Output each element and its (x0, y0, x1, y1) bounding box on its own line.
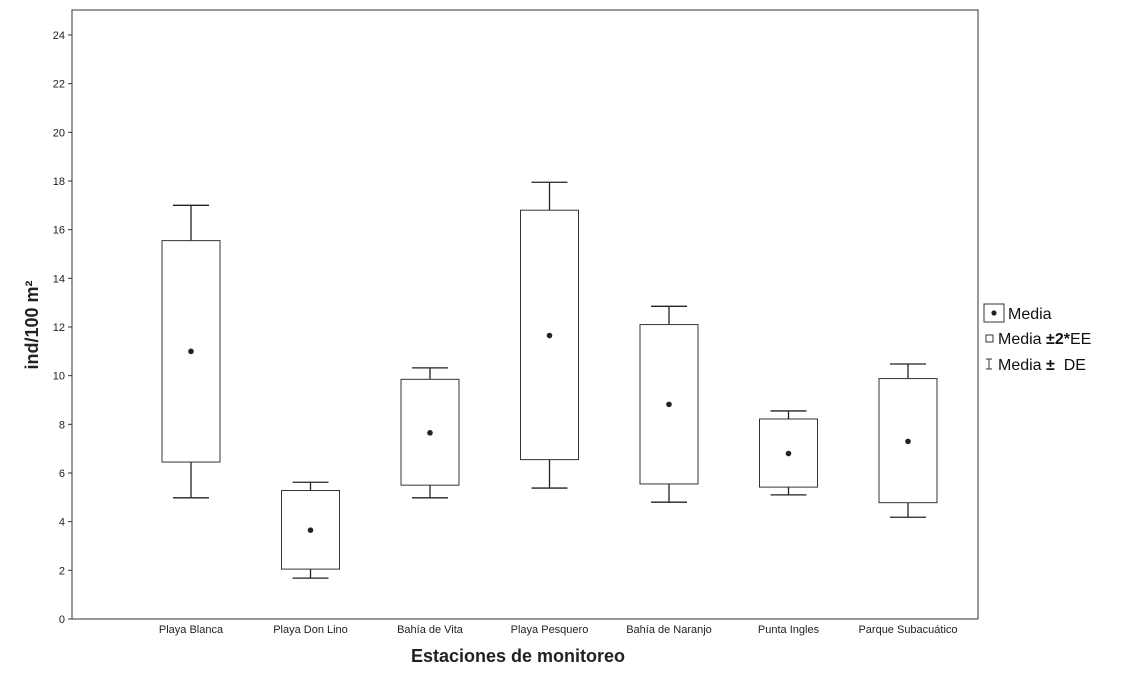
legend-whisker-label: Media ± DE (998, 357, 1086, 374)
legend-box-symbol (985, 334, 994, 343)
x-tick-label: Parque Subacuático (858, 624, 957, 636)
y-tick-label: 0 (59, 614, 65, 626)
x-axis-title: Estaciones de monitoreo (411, 646, 625, 666)
box-group (161, 204, 221, 499)
x-tick-label: Playa Pesquero (511, 624, 589, 636)
x-tick-label: Bahía de Vita (397, 624, 464, 636)
x-tick-label: Punta Ingles (758, 624, 820, 636)
mean-point (785, 450, 792, 457)
box-group (400, 367, 460, 499)
x-tick-label: Playa Don Lino (273, 624, 348, 636)
box-group (281, 481, 340, 579)
y-tick-label: 22 (53, 79, 65, 91)
y-tick-label: 10 (53, 371, 65, 383)
x-tick-label: Playa Blanca (159, 624, 224, 636)
mean-point (666, 401, 672, 408)
y-tick-label: 8 (59, 419, 65, 431)
y-tick-label: 4 (59, 517, 65, 529)
box-group (520, 181, 579, 489)
y-tick-label: 14 (53, 273, 65, 285)
mean-point (546, 332, 553, 339)
legend-whisker-label-prefix: Media (998, 357, 1046, 374)
y-tick-label: 12 (53, 322, 65, 334)
mean-point (188, 348, 194, 355)
box-group (759, 410, 818, 496)
legend-box-label: Media ±2*EE (998, 331, 1091, 348)
legend-whisker-symbol (986, 358, 992, 370)
legend-whisker-label-suffix: DE (1055, 357, 1086, 374)
y-tick-label: 24 (53, 30, 65, 42)
plot-frame (71, 9, 979, 620)
legend-box-label-suffix: EE (1070, 331, 1091, 348)
mean-point (905, 438, 911, 445)
y-tick-label: 16 (53, 225, 65, 237)
box-group (639, 305, 699, 503)
y-axis-title: ind/100 m² (22, 280, 42, 369)
y-tick-label: 20 (53, 127, 65, 139)
legend-box-label-bold: ±2* (1046, 331, 1071, 348)
legend-whisker-label-bold: ± (1046, 357, 1055, 374)
y-tick-label: 18 (53, 176, 65, 188)
legend-mean-label: Media (1008, 306, 1052, 323)
x-tick-label: Bahía de Naranjo (626, 624, 712, 636)
mean-point (427, 430, 433, 436)
legend: Media Media ±2*EE Media ± DE (983, 303, 1091, 374)
legend-mean-dot (991, 310, 997, 316)
y-tick-label: 2 (59, 565, 65, 577)
mean-point (307, 527, 314, 533)
legend-box-label-prefix: Media (998, 331, 1046, 348)
boxes (161, 181, 938, 579)
y-tick-label: 6 (59, 468, 65, 480)
box-group (878, 363, 938, 518)
x-axis: Playa Blanca Playa Don Lino Bahía de Vita P… (159, 624, 958, 636)
